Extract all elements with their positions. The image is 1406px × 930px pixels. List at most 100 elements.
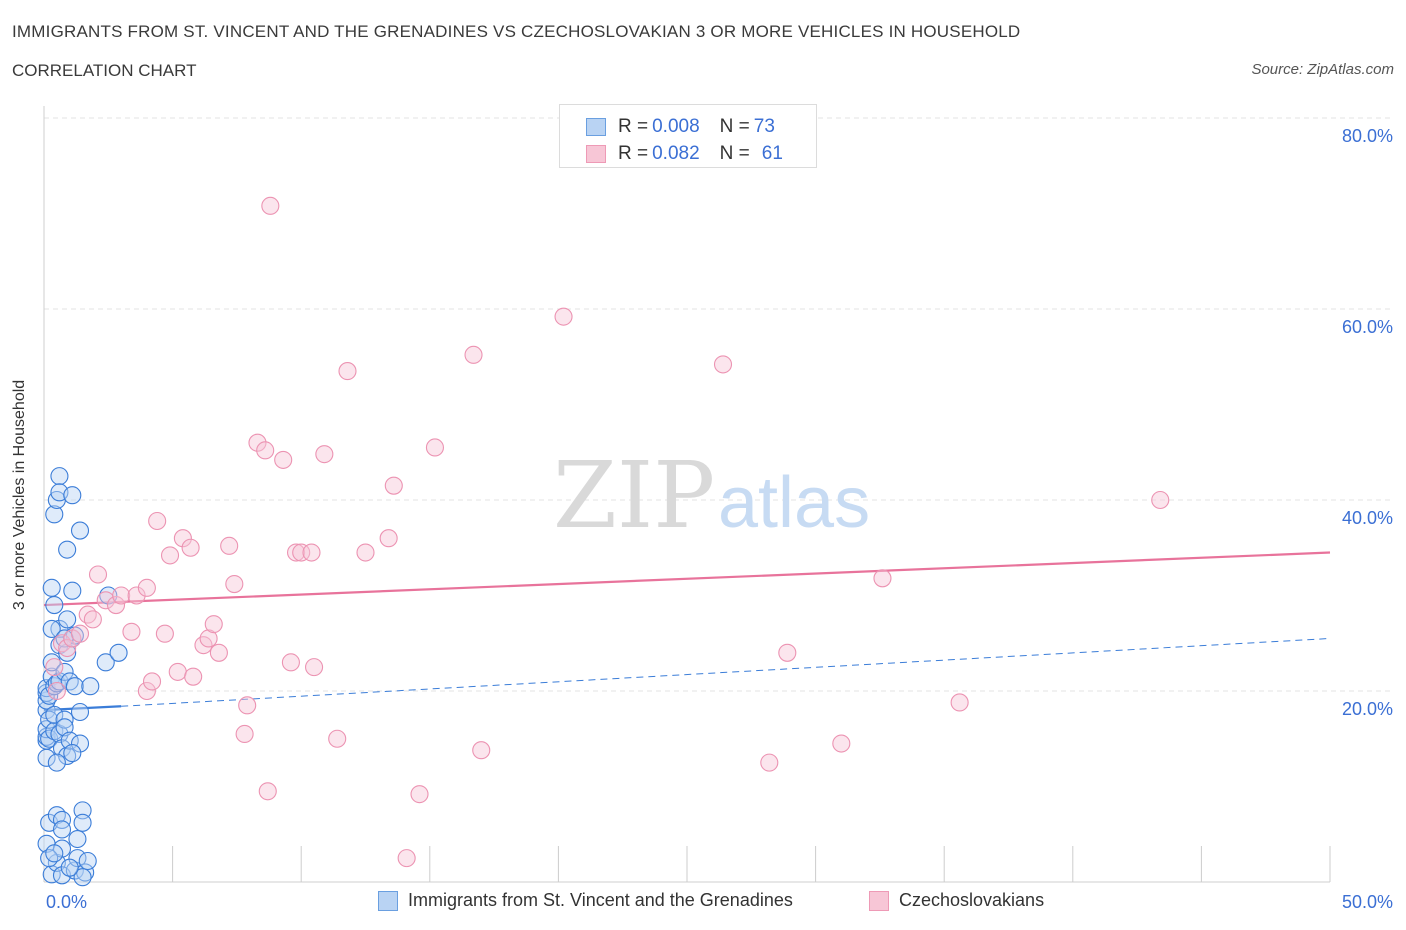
data-point-blue <box>58 610 77 629</box>
chart-subtitle: CORRELATION CHART <box>12 61 197 80</box>
data-point-pink <box>184 667 203 686</box>
watermark-zip: ZIP <box>553 442 715 549</box>
data-point-pink <box>832 734 851 753</box>
legend-row-series2: R = 0.082 N = 61 <box>586 142 783 166</box>
data-point-blue <box>70 702 90 722</box>
data-point-blue <box>109 643 128 662</box>
data-point-pink <box>305 658 324 677</box>
y-tick-label: 40.0% <box>1342 508 1393 528</box>
data-point-blue <box>99 586 118 605</box>
trend-line-blue-dashed <box>121 637 1331 707</box>
data-point-pink <box>204 615 223 634</box>
data-point-pink <box>379 529 398 548</box>
chart-title: IMMIGRANTS FROM ST. VINCENT AND THE GREN… <box>12 22 1021 41</box>
data-point-pink <box>106 595 126 615</box>
data-point-pink <box>47 681 66 701</box>
data-point-pink <box>209 643 228 662</box>
data-point-blue <box>96 653 115 672</box>
legend-swatch-blue <box>586 118 606 136</box>
data-point-pink <box>950 693 969 712</box>
y-tick-label: 80.0% <box>1342 126 1393 146</box>
data-point-blue <box>50 467 69 486</box>
x-tick-label: 0.0% <box>46 892 87 912</box>
data-point-pink <box>160 546 180 565</box>
legend-row-series1: R = 0.008 N = 73 <box>586 115 775 139</box>
data-point-blue <box>42 653 61 672</box>
data-point-pink <box>338 362 357 381</box>
legend-r-value: 0.008 <box>652 116 700 137</box>
data-point-blue <box>45 844 64 863</box>
data-point-pink <box>220 536 239 555</box>
stats-legend: R = 0.008 N = 73 R = 0.082 N = 61 <box>559 104 817 168</box>
data-point-blue <box>65 677 84 696</box>
data-point-pink <box>384 476 403 495</box>
data-point-pink <box>235 724 254 744</box>
data-point-pink <box>181 538 200 557</box>
series-legend: Immigrants from St. Vincent and the Gren… <box>0 890 1406 916</box>
data-point-blue <box>45 505 64 524</box>
data-point-blue <box>70 734 90 753</box>
data-point-blue <box>58 540 77 559</box>
data-point-blue <box>55 718 74 737</box>
data-point-blue <box>60 672 79 691</box>
data-point-blue <box>55 662 74 681</box>
data-point-pink <box>554 307 573 326</box>
data-point-pink <box>410 785 429 804</box>
data-point-pink <box>873 569 892 588</box>
data-point-pink <box>168 662 187 681</box>
gridlines <box>44 117 1392 692</box>
data-point-pink <box>127 586 146 605</box>
data-point-pink <box>258 782 277 801</box>
data-point-blue <box>50 619 69 638</box>
data-point-pink <box>292 543 311 562</box>
data-point-blue <box>42 619 61 638</box>
data-point-pink <box>148 511 167 531</box>
data-point-blue <box>68 829 87 849</box>
data-point-pink <box>356 543 375 562</box>
data-point-blue <box>47 806 66 825</box>
data-point-blue <box>63 744 82 763</box>
data-point-pink <box>199 629 218 648</box>
legend-n-label: N = <box>719 143 750 164</box>
data-point-pink <box>45 658 64 677</box>
data-point-pink <box>83 610 102 629</box>
trend-lines <box>43 551 1331 712</box>
data-point-pink <box>70 624 90 643</box>
data-point-blue <box>52 820 72 839</box>
data-point-blue <box>73 813 92 832</box>
data-point-pink <box>137 681 156 701</box>
data-point-pink <box>155 624 174 643</box>
data-point-pink <box>112 586 131 605</box>
data-point-blue <box>70 521 90 540</box>
source-label: Source: ZipAtlas.com <box>1251 61 1394 78</box>
data-point-pink <box>472 741 491 760</box>
data-point-blue <box>45 722 64 741</box>
data-point-blue <box>58 746 77 765</box>
data-point-blue <box>58 643 77 662</box>
axes <box>43 106 1331 883</box>
data-point-pink <box>256 441 275 460</box>
data-point-blue <box>42 578 61 597</box>
data-point-pink <box>238 696 257 715</box>
trend-line-pink <box>43 551 1331 607</box>
trend-line-blue <box>43 705 122 712</box>
data-point-pink <box>58 638 77 658</box>
data-point-pink <box>328 729 347 748</box>
data-point-pink <box>397 849 416 868</box>
legend-n-value: 61 <box>761 143 783 164</box>
data-point-blue <box>81 677 100 696</box>
data-point-pink <box>142 672 162 691</box>
legend-swatch-blue <box>378 890 398 911</box>
legend-swatch-pink <box>869 890 889 911</box>
legend-item-series2: Czechoslovakians <box>869 890 1044 911</box>
data-point-pink <box>52 634 72 653</box>
data-points <box>37 196 1170 887</box>
y-tick-label: 20.0% <box>1342 699 1393 719</box>
watermark-atlas: atlas <box>718 463 870 543</box>
data-point-pink <box>464 345 483 364</box>
data-point-pink <box>173 529 192 548</box>
data-point-blue <box>45 595 64 615</box>
data-point-pink <box>261 196 280 215</box>
legend-r-label: R = <box>618 116 649 137</box>
tick-labels: 20.0% 40.0% 60.0% 80.0% 0.0% 50.0% <box>46 126 1393 912</box>
